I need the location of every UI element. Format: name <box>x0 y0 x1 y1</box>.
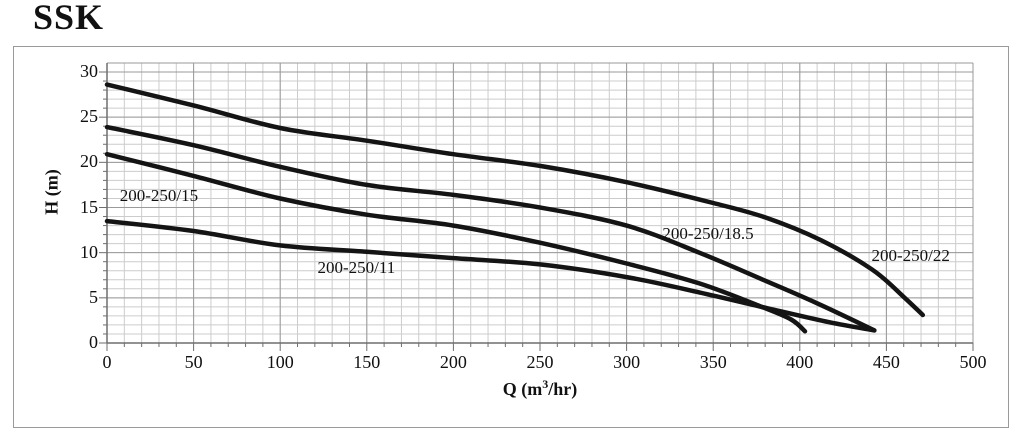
pump-curves <box>104 82 926 334</box>
x-tick-label-450: 450 <box>872 352 900 372</box>
x-axis-title: Q (m3/hr) <box>503 377 578 400</box>
x-axis-title-sup: 3 <box>542 377 549 391</box>
y-tick-label-0: 0 <box>89 332 98 352</box>
y-tick-label-25: 25 <box>80 106 98 127</box>
chart-title: SSK <box>33 0 105 37</box>
x-tick-label-50: 50 <box>184 352 203 372</box>
y-tick-label-15: 15 <box>80 196 98 217</box>
x-tick-label-150: 150 <box>353 352 381 372</box>
x-axis-title-suffix: /hr) <box>548 379 578 399</box>
y-tick-label-5: 5 <box>89 286 98 307</box>
x-tick-label-350: 350 <box>699 352 727 372</box>
chart-border <box>13 46 1009 428</box>
x-tick-label-400: 400 <box>786 352 814 372</box>
curve-label-200-250-18-5: 200-250/18.5 <box>662 223 754 243</box>
curve-label-200-250-11: 200-250/11 <box>317 258 396 278</box>
y-tick-label-30: 30 <box>80 61 98 81</box>
grid-major-lines <box>106 62 974 343</box>
x-tick-label-0: 0 <box>102 352 112 372</box>
x-axis-title-prefix: Q (m <box>502 379 543 399</box>
x-tick-label-200: 200 <box>439 352 467 372</box>
curve-label-200-250-22: 200-250/22 <box>871 246 950 266</box>
curve-200-250/18.5 <box>104 124 877 333</box>
y-axis-title: H (m) <box>41 169 62 215</box>
curve-label-200-250-15: 200-250/15 <box>119 185 199 205</box>
x-tick-label-300: 300 <box>613 352 641 372</box>
y-tick-label-10: 10 <box>80 241 98 262</box>
axis-tick-marks <box>99 71 974 351</box>
x-tick-label-100: 100 <box>266 352 294 372</box>
x-tick-label-250: 250 <box>526 352 554 372</box>
y-tick-label-20: 20 <box>80 151 98 172</box>
curve-200-250/22 <box>104 82 926 318</box>
curve-200-250/11 <box>104 218 877 333</box>
x-tick-label-500: 500 <box>959 352 987 372</box>
